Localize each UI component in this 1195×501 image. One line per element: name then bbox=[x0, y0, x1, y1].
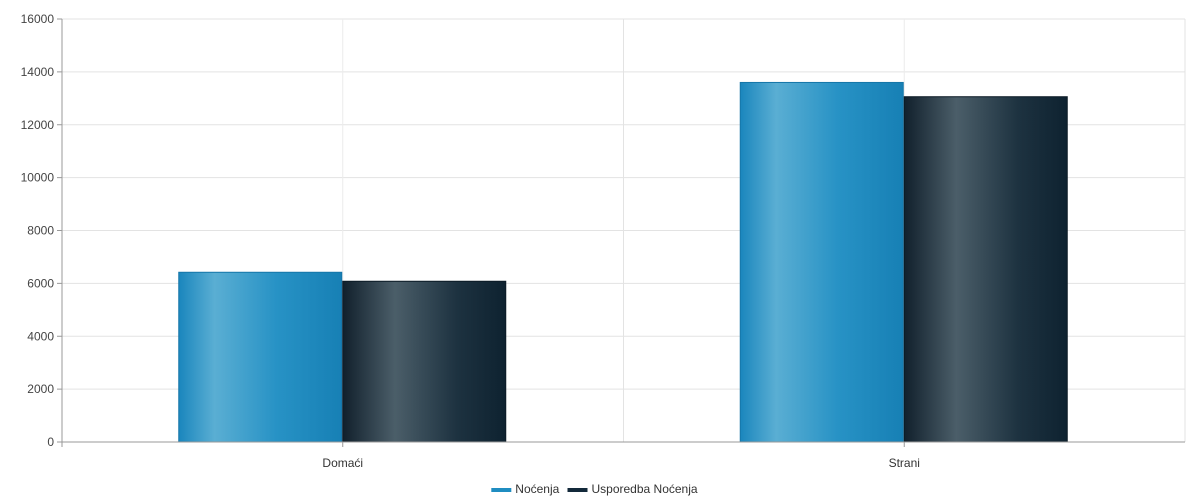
y-tick-label: 8000 bbox=[27, 224, 54, 238]
legend-item-nocenja[interactable]: Noćenja bbox=[491, 482, 560, 496]
y-tick-label: 6000 bbox=[27, 276, 54, 290]
bar-usporedba-nocenja-0[interactable] bbox=[342, 280, 507, 443]
legend-label: Noćenja bbox=[515, 482, 559, 496]
y-tick-label: 2000 bbox=[27, 382, 54, 396]
bar-nocenja-1[interactable] bbox=[739, 81, 904, 443]
y-tick-label: 10000 bbox=[21, 171, 55, 185]
legend-label: Usporedba Noćenja bbox=[592, 482, 698, 496]
y-tick-label: 16000 bbox=[21, 12, 55, 26]
axes: 0 2000 4000 6000 8000 10000 12000 14000 16000 Dom… bbox=[21, 12, 1185, 470]
y-tick-label: 0 bbox=[47, 435, 54, 449]
legend: Noćenja Usporedba Noćenja bbox=[491, 482, 698, 496]
y-tick-label: 12000 bbox=[21, 118, 55, 132]
y-tick-label: 4000 bbox=[27, 329, 54, 343]
y-tick-label: 14000 bbox=[21, 65, 55, 79]
x-tick-label: Domaći bbox=[322, 456, 363, 470]
bars bbox=[178, 81, 1068, 443]
x-tick-label: Strani bbox=[889, 456, 920, 470]
legend-item-usporedba-nocenja[interactable]: Usporedba Noćenja bbox=[567, 482, 698, 496]
legend-swatch bbox=[491, 488, 512, 492]
legend-swatch bbox=[567, 488, 588, 492]
bar-usporedba-nocenja-1[interactable] bbox=[903, 96, 1068, 443]
bar-nocenja-0[interactable] bbox=[178, 271, 343, 443]
